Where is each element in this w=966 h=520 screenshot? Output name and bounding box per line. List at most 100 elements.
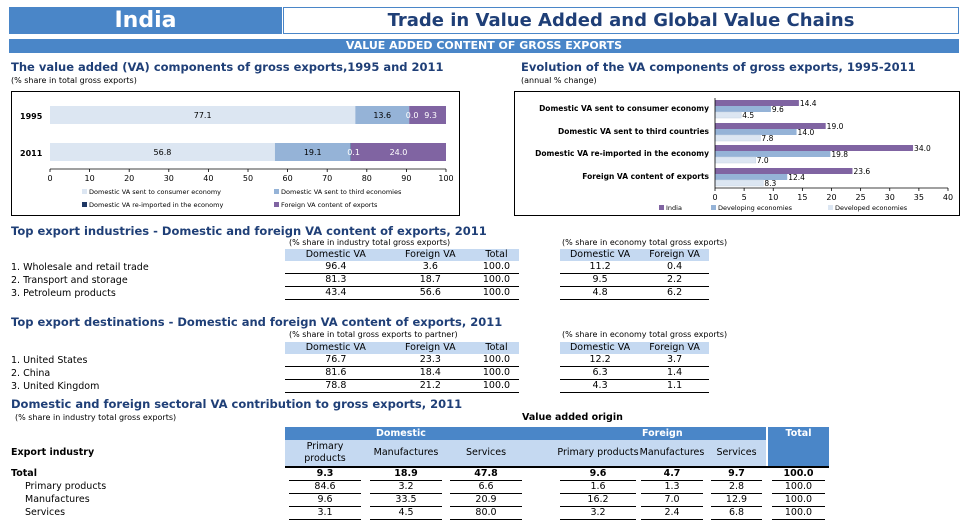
legend-label: Domestic VA sent to consumer economy <box>89 188 221 196</box>
data-label: 13.6 <box>373 111 391 120</box>
col-header: Services <box>707 441 766 465</box>
table-cell: 18.7 <box>387 274 474 287</box>
data-label: 23.6 <box>853 167 870 176</box>
data-label: 12.4 <box>788 173 805 182</box>
row-label: 1. Wholesale and retail trade <box>11 262 149 273</box>
table-cell: 7.0 <box>641 494 703 507</box>
sectoral-title: Domestic and foreign sectoral VA contrib… <box>11 397 462 411</box>
x-tick-label: 5 <box>742 193 747 202</box>
bar <box>715 112 741 118</box>
table-cell: 100.0 <box>474 274 519 287</box>
table-cell: 3.1 <box>289 507 361 520</box>
bar <box>715 174 787 180</box>
table-cell: 3.7 <box>640 354 709 367</box>
bar <box>715 135 760 141</box>
va-evolution-chart: Domestic VA sent to consumer economy14.4… <box>515 92 959 215</box>
table-cell: 20.9 <box>450 494 522 507</box>
right-chart-note: (annual % change) <box>521 76 597 85</box>
legend-swatch <box>828 205 833 210</box>
col-header: Foreign VA <box>640 249 709 261</box>
table-cell: 81.3 <box>285 274 387 287</box>
col-header: Domestic VA <box>560 342 640 354</box>
value-added-origin-label: Value added origin <box>522 412 623 423</box>
row-label: Services <box>25 507 65 519</box>
bar <box>715 180 763 186</box>
col-header: Foreign VA <box>387 249 474 261</box>
table-cell: 100.0 <box>772 481 825 494</box>
export-industry-header: Export industry <box>11 447 94 458</box>
row-label: 1. United States <box>11 355 87 366</box>
data-label: 7.8 <box>761 134 773 143</box>
table-cell: 3.2 <box>370 481 442 494</box>
table-cell: 18.4 <box>387 367 474 380</box>
category-label: Foreign VA content of exports <box>582 172 709 181</box>
table-cell: 1.1 <box>640 380 709 393</box>
destinations-note-right: (% share in economy total gross exports) <box>562 330 727 339</box>
legend-swatch <box>82 189 87 194</box>
industries-note-right: (% share in economy total gross exports) <box>562 238 727 247</box>
table-cell: 12.2 <box>560 354 640 367</box>
category-label: Domestic VA sent to third countries <box>558 127 709 136</box>
col-header: Foreign VA <box>640 342 709 354</box>
x-tick-label: 30 <box>164 174 174 183</box>
table-cell: 11.2 <box>560 261 640 274</box>
table-cell: 6.3 <box>560 367 640 380</box>
group-total: Total <box>768 427 829 466</box>
row-label: Manufactures <box>25 494 90 506</box>
x-tick-label: 70 <box>322 174 332 183</box>
x-tick-label: 35 <box>914 193 924 202</box>
col-header: Total <box>474 342 519 354</box>
col-header: Manufactures <box>366 441 446 465</box>
table-cell: 84.6 <box>289 481 361 494</box>
data-label: 14.0 <box>798 128 815 137</box>
table-cell: 2.2 <box>640 274 709 287</box>
group-foreign: Foreign <box>642 427 683 440</box>
data-label: 19.1 <box>304 148 322 157</box>
table-cell: 9.6 <box>289 494 361 507</box>
x-tick-label: 10 <box>768 193 778 202</box>
table-cell: 1.6 <box>560 481 636 494</box>
data-label: 77.1 <box>194 111 212 120</box>
table-cell: 4.8 <box>560 287 640 300</box>
row-label: Primary products <box>25 481 106 493</box>
legend-swatch <box>274 189 279 194</box>
table-cell: 56.6 <box>387 287 474 300</box>
legend-label: Developed economies <box>835 204 908 212</box>
table-cell: 100.0 <box>772 468 825 481</box>
data-label: 34.0 <box>914 144 931 153</box>
col-header: Services <box>446 441 526 465</box>
x-tick-label: 10 <box>85 174 95 183</box>
x-tick-label: 0 <box>47 174 52 183</box>
table-cell: 16.2 <box>560 494 636 507</box>
table-cell: 100.0 <box>772 507 825 520</box>
x-tick-label: 40 <box>203 174 213 183</box>
table-cell: 3.2 <box>560 507 636 520</box>
table-cell: 12.9 <box>711 494 762 507</box>
col-header: Domestic VA <box>560 249 640 261</box>
table-cell: 4.5 <box>370 507 442 520</box>
x-tick-label: 90 <box>401 174 411 183</box>
sectoral-group-bar: Domestic Foreign <box>285 427 766 440</box>
legend-label: Domestic VA sent to third economies <box>281 188 402 196</box>
legend-swatch <box>274 202 279 207</box>
data-label: 24.0 <box>390 148 408 157</box>
col-header: Total <box>474 249 519 261</box>
bar <box>715 100 799 106</box>
legend-label: Foreign VA content of exports <box>281 201 378 209</box>
table-cell: 21.2 <box>387 380 474 393</box>
table-cell: 100.0 <box>474 354 519 367</box>
data-label: 9.6 <box>772 105 784 114</box>
table-cell: 4.3 <box>560 380 640 393</box>
category-label: Domestic VA re-imported in the economy <box>535 149 709 158</box>
table-cell: 9.3 <box>289 468 361 481</box>
legend-label: India <box>666 204 682 212</box>
